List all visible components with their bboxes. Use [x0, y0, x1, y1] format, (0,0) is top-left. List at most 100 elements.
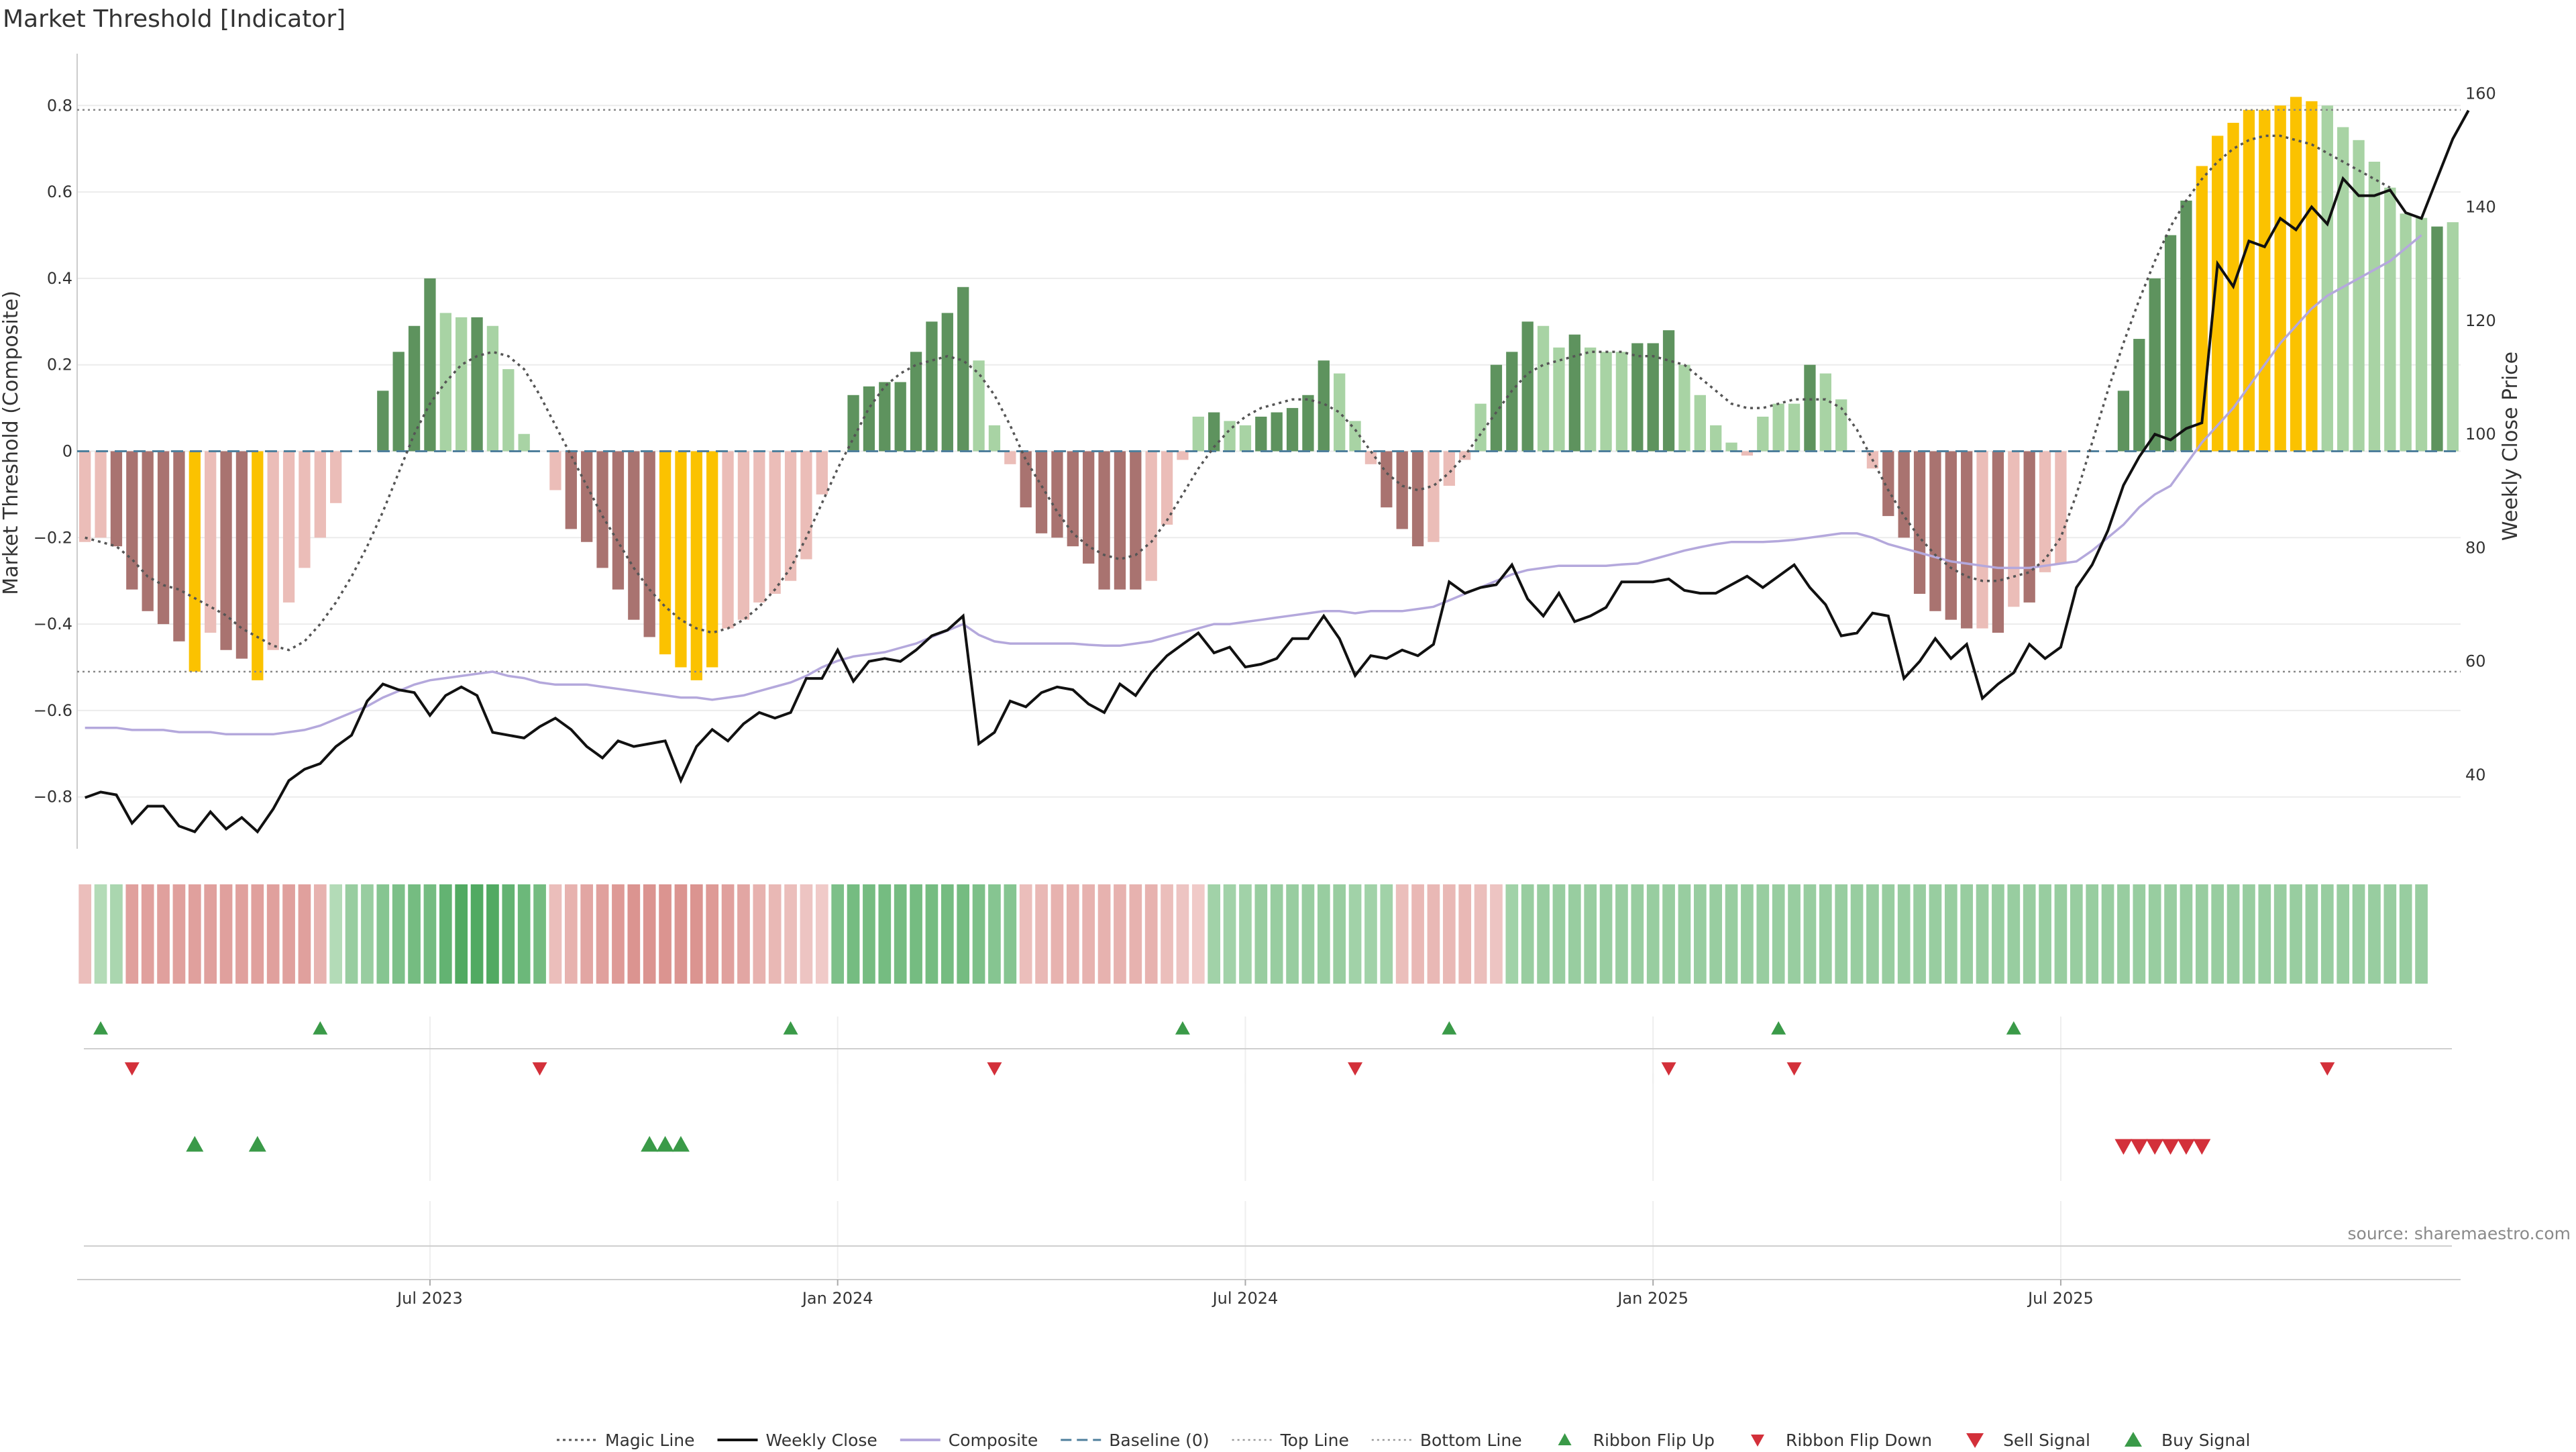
- ribbon-cell: [1317, 884, 1330, 984]
- bar: [1035, 451, 1048, 533]
- bar: [1553, 347, 1565, 452]
- bar: [1474, 403, 1487, 452]
- bar: [2243, 109, 2255, 452]
- ribbon-cell: [235, 884, 248, 984]
- ribbon-cell: [1803, 884, 1817, 984]
- bar: [1898, 451, 1910, 538]
- ribbon-cell: [847, 884, 860, 984]
- ribbon-cell: [800, 884, 813, 984]
- ribbon-cell: [172, 884, 186, 984]
- ribbon-cell: [298, 884, 311, 984]
- ribbon-cell: [1568, 884, 1581, 984]
- magic-line: [85, 134, 2391, 652]
- bar: [330, 451, 342, 503]
- bar: [455, 317, 468, 452]
- bar: [1208, 412, 1220, 452]
- legend-item: Buy Signal: [2124, 1431, 2251, 1450]
- legend-label: Bottom Line: [1420, 1431, 1522, 1449]
- bar: [847, 395, 859, 452]
- source-note: source: sharemaestro.com: [2348, 1224, 2571, 1243]
- bar: [1239, 425, 1252, 452]
- ribbon-cell: [596, 884, 609, 984]
- bar: [377, 391, 389, 452]
- ribbon-cell: [1223, 884, 1236, 984]
- bar: [816, 451, 828, 495]
- legend-swatch-sell: [1966, 1433, 1984, 1448]
- bar: [1992, 451, 2004, 633]
- sell-signal-marker: [2130, 1139, 2148, 1155]
- ribbon-cell: [925, 884, 938, 984]
- ribbon-cell: [674, 884, 688, 984]
- ribbon-cell: [1819, 884, 1832, 984]
- bar: [659, 451, 672, 655]
- bar: [737, 451, 750, 620]
- ribbon-flip-down-marker: [532, 1062, 547, 1076]
- bar: [1788, 403, 1801, 452]
- y2-tick-label: 160: [2465, 84, 2496, 103]
- ribbon-cell: [1129, 884, 1142, 984]
- legend-swatch-flip-up: [1558, 1433, 1572, 1445]
- ribbon-cell: [439, 884, 452, 984]
- x-tick-label: Jan 2025: [1616, 1289, 1688, 1308]
- bar: [1428, 451, 1440, 542]
- ribbon-cell: [1176, 884, 1189, 984]
- ribbon-cell: [517, 884, 531, 984]
- ribbon-cell: [1631, 884, 1644, 984]
- bar: [189, 451, 201, 672]
- bar: [126, 451, 138, 590]
- bar: [1678, 364, 1690, 452]
- ribbon-cell: [251, 884, 264, 984]
- sell-signal-marker: [2161, 1139, 2180, 1155]
- ribbon-cell: [470, 884, 484, 984]
- bar: [1364, 451, 1377, 464]
- bar: [2023, 451, 2035, 603]
- bar: [2008, 451, 2020, 607]
- y-tick-label: −0.4: [34, 615, 72, 633]
- ribbon-cell: [204, 884, 217, 984]
- ribbon-cell: [1976, 884, 1989, 984]
- ribbon-cell: [1191, 884, 1205, 984]
- bar: [1192, 416, 1204, 452]
- ribbon-cell: [1019, 884, 1032, 984]
- ribbon-cell: [1944, 884, 1957, 984]
- ribbon-cell: [2101, 884, 2114, 984]
- legend-label: Baseline (0): [1109, 1431, 1209, 1449]
- ribbon-cell: [345, 884, 358, 984]
- ribbon-cell: [2164, 884, 2177, 984]
- bar: [675, 451, 687, 668]
- ribbon-cell: [1474, 884, 1487, 984]
- bar: [2431, 226, 2443, 452]
- bar: [1662, 330, 1675, 452]
- ribbon-cell: [94, 884, 107, 984]
- bar: [2368, 162, 2381, 452]
- bar: [142, 451, 154, 611]
- bar: [424, 278, 436, 452]
- bar: [2259, 109, 2271, 452]
- ribbon-cell: [1035, 884, 1048, 984]
- bar: [1020, 451, 1032, 508]
- bar: [2447, 222, 2459, 452]
- bar: [1537, 325, 1550, 452]
- bar: [879, 382, 891, 452]
- y-tick-label: 0.2: [47, 356, 72, 374]
- ribbon-cell: [455, 884, 468, 984]
- ribbon-cell: [1897, 884, 1911, 984]
- bar: [753, 451, 765, 603]
- ribbon-cell: [1270, 884, 1283, 984]
- ribbon-cell: [1584, 884, 1597, 984]
- buy-signal-marker: [248, 1136, 266, 1152]
- bar: [596, 451, 608, 568]
- ribbon-cell: [1458, 884, 1472, 984]
- ribbon-cell: [486, 884, 499, 984]
- bar: [1114, 451, 1126, 590]
- y-tick-label: 0.4: [47, 269, 72, 288]
- bar: [1318, 360, 1330, 452]
- ribbon-cell: [313, 884, 327, 984]
- bar: [926, 321, 938, 452]
- ribbon-cell: [423, 884, 437, 984]
- ribbon-cell: [1537, 884, 1550, 984]
- bar: [941, 313, 953, 452]
- ribbon-cell: [329, 884, 343, 984]
- y2-tick-label: 60: [2465, 652, 2486, 671]
- ribbon-cell: [1161, 884, 1173, 984]
